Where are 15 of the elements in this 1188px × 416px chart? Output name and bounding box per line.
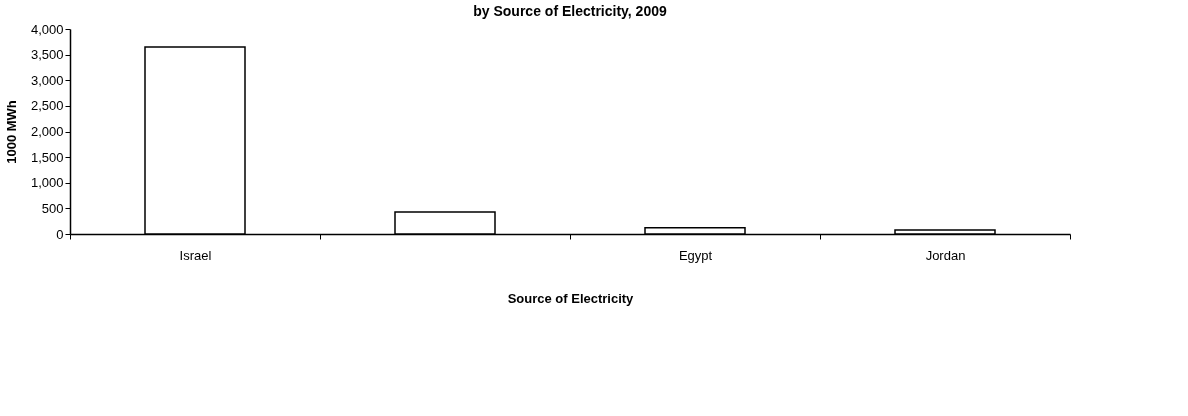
x-tick-label: Israel: [179, 247, 212, 263]
y-tick-label: 1,500: [30, 149, 64, 165]
x-tick-label: Egypt: [678, 247, 713, 263]
y-tick-label: 3,500: [30, 47, 64, 63]
y-tick-label: 0: [56, 226, 64, 242]
y-tick-label: 4,000: [30, 21, 64, 37]
y-tick-label: 1,000: [30, 175, 64, 191]
y-tick-label: 2,500: [30, 98, 64, 114]
y-axis-title: 1000 MWh: [3, 100, 19, 164]
y-tick-label: 2,000: [30, 124, 64, 139]
y-tick-label: 500: [41, 200, 64, 216]
chart-title: by Source of Electricity, 2009: [473, 3, 667, 19]
y-tick-label: 3,000: [30, 72, 64, 88]
x-axis-title: Source of Electricity: [507, 290, 635, 306]
x-tick-label: Jordan: [925, 247, 966, 263]
